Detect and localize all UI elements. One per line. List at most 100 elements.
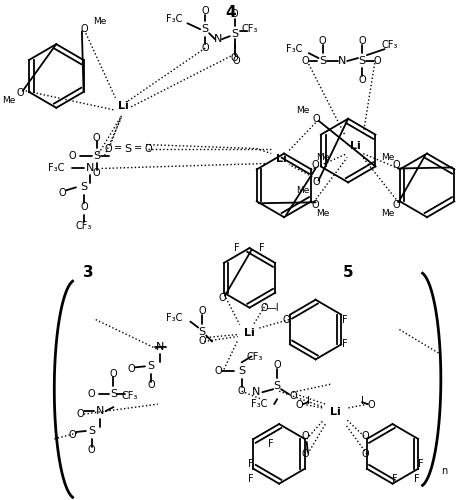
Text: Li: Li bbox=[276, 154, 286, 164]
Text: N: N bbox=[156, 342, 164, 352]
Text: F: F bbox=[248, 474, 253, 484]
Text: I: I bbox=[307, 396, 310, 406]
Text: S: S bbox=[88, 426, 95, 436]
Text: O: O bbox=[105, 144, 112, 154]
Text: I: I bbox=[360, 396, 363, 406]
Text: F: F bbox=[234, 243, 240, 253]
Text: Me: Me bbox=[296, 106, 310, 116]
Text: O: O bbox=[144, 144, 152, 154]
Text: O: O bbox=[88, 389, 96, 399]
Text: O: O bbox=[313, 114, 321, 124]
Text: O: O bbox=[218, 292, 226, 302]
Text: O: O bbox=[231, 53, 239, 63]
Text: O: O bbox=[289, 391, 297, 401]
Text: Me: Me bbox=[316, 208, 329, 218]
Text: O: O bbox=[127, 364, 135, 374]
Text: O: O bbox=[80, 202, 87, 212]
Text: F: F bbox=[259, 243, 264, 253]
Text: O: O bbox=[68, 150, 76, 160]
Text: O: O bbox=[302, 56, 310, 66]
Text: O: O bbox=[295, 400, 303, 410]
Text: O: O bbox=[273, 360, 281, 370]
Text: F: F bbox=[418, 459, 424, 469]
Text: S: S bbox=[231, 29, 238, 39]
Text: O: O bbox=[202, 6, 209, 16]
Text: n: n bbox=[441, 466, 447, 476]
Text: S: S bbox=[358, 56, 365, 66]
Text: O: O bbox=[17, 88, 25, 98]
Text: S: S bbox=[93, 150, 100, 160]
Text: O: O bbox=[368, 400, 376, 410]
Text: O: O bbox=[147, 380, 155, 390]
Text: O: O bbox=[233, 56, 240, 66]
Text: F₃C: F₃C bbox=[48, 164, 65, 173]
Text: =: = bbox=[114, 144, 122, 154]
Text: F₃C: F₃C bbox=[251, 399, 267, 409]
Text: S: S bbox=[110, 389, 117, 399]
Text: N: N bbox=[338, 56, 346, 66]
Text: S: S bbox=[238, 366, 245, 376]
Text: O: O bbox=[312, 200, 319, 210]
Text: O: O bbox=[202, 43, 209, 53]
Text: O: O bbox=[393, 200, 400, 210]
Text: O: O bbox=[231, 10, 239, 20]
Text: O: O bbox=[374, 56, 382, 66]
Text: N: N bbox=[95, 406, 104, 416]
Text: O: O bbox=[88, 445, 96, 455]
Text: Li: Li bbox=[118, 101, 129, 111]
Text: 5: 5 bbox=[343, 265, 354, 280]
Text: S: S bbox=[273, 381, 281, 391]
Text: O: O bbox=[58, 188, 66, 198]
Text: O: O bbox=[238, 386, 245, 396]
Text: CF₃: CF₃ bbox=[246, 352, 262, 362]
Text: S: S bbox=[199, 326, 206, 336]
Text: S: S bbox=[319, 56, 326, 66]
Text: O: O bbox=[358, 36, 366, 46]
Text: Li: Li bbox=[330, 407, 341, 417]
Text: Me: Me bbox=[381, 208, 394, 218]
Text: O: O bbox=[261, 302, 268, 312]
Text: O: O bbox=[198, 336, 206, 346]
Text: O: O bbox=[302, 431, 310, 441]
Text: O: O bbox=[358, 75, 366, 85]
Text: O: O bbox=[80, 24, 87, 34]
Text: F: F bbox=[414, 474, 420, 484]
Text: Li: Li bbox=[349, 140, 360, 150]
Text: Me: Me bbox=[93, 17, 106, 26]
Text: O: O bbox=[214, 366, 222, 376]
Text: Me: Me bbox=[296, 186, 310, 195]
Text: O: O bbox=[302, 449, 310, 459]
Text: —I: —I bbox=[267, 302, 279, 312]
Text: F₃C: F₃C bbox=[166, 14, 183, 24]
Text: 4: 4 bbox=[225, 5, 236, 20]
Text: N: N bbox=[86, 164, 94, 173]
Text: F₃C: F₃C bbox=[166, 312, 183, 322]
Text: O: O bbox=[313, 178, 321, 188]
Text: O: O bbox=[361, 431, 369, 441]
Text: S: S bbox=[125, 144, 132, 154]
Text: F: F bbox=[343, 314, 348, 324]
Text: O: O bbox=[76, 409, 84, 419]
Text: O: O bbox=[68, 430, 76, 440]
Text: =: = bbox=[134, 144, 142, 154]
Text: CF₃: CF₃ bbox=[121, 391, 137, 401]
Text: O: O bbox=[109, 370, 117, 380]
Text: F₃C: F₃C bbox=[286, 44, 302, 54]
Text: Li: Li bbox=[244, 328, 255, 338]
Text: O: O bbox=[282, 314, 290, 324]
Text: S: S bbox=[80, 182, 87, 192]
Text: F: F bbox=[248, 459, 253, 469]
Text: 3: 3 bbox=[83, 265, 94, 280]
Text: O: O bbox=[93, 132, 100, 142]
Text: CF₃: CF₃ bbox=[241, 24, 258, 34]
Text: Me: Me bbox=[2, 96, 16, 106]
Text: Me: Me bbox=[381, 153, 394, 162]
Text: Me: Me bbox=[316, 153, 329, 162]
Text: F: F bbox=[268, 439, 274, 449]
Text: F: F bbox=[392, 474, 397, 484]
Text: O: O bbox=[198, 306, 206, 316]
Text: O: O bbox=[361, 449, 369, 459]
Text: O: O bbox=[312, 160, 319, 170]
Text: CF₃: CF₃ bbox=[76, 221, 92, 231]
Text: CF₃: CF₃ bbox=[382, 40, 398, 50]
